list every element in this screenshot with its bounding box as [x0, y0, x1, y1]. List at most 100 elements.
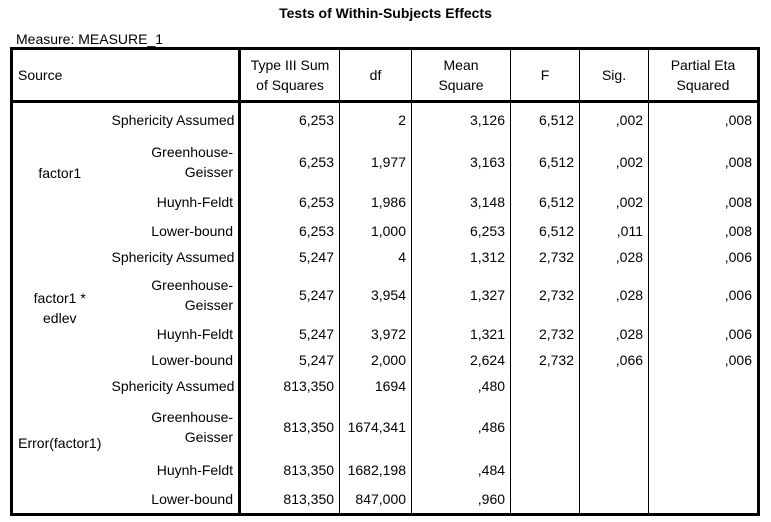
- table-row: Huynh-Feldt 6,253 1,986 3,148 6,512 ,002…: [12, 185, 759, 218]
- cell-sig: [579, 398, 649, 455]
- header-mean-square: Mean Square: [411, 48, 511, 103]
- table-row: factor1 * edlev Sphericity Assumed 5,247 …: [12, 243, 759, 326]
- cell-df: 2: [339, 101, 412, 138]
- header-ss-line2: of Squares: [256, 77, 324, 93]
- correction-line1: Greenhouse-: [151, 408, 234, 425]
- correction-label: Lower-bound: [151, 351, 234, 368]
- source-error-factor1: Error(factor1): [18, 434, 102, 451]
- correction-line2: Geisser: [184, 163, 234, 180]
- cell-sig: [579, 454, 649, 485]
- cell-ss: 6,253: [238, 101, 340, 138]
- table-row: Error(factor1) Sphericity Assumed 813,35…: [12, 372, 759, 451]
- cell-eta: [648, 372, 759, 399]
- table-row: Lower-bound 5,247 2,000 2,624 2,732 ,066…: [12, 346, 759, 373]
- table-row: Huynh-Feldt 813,350 1682,198 ,484: [12, 454, 759, 485]
- correction-label: Greenhouse- Geisser: [107, 270, 240, 321]
- cell-df: 4: [339, 243, 412, 270]
- cell-ss: 5,247: [238, 320, 340, 347]
- table-row: Lower-bound 813,350 847,000 ,960: [12, 484, 759, 515]
- cell-f: 2,732: [510, 346, 580, 373]
- correction-label: Greenhouse- Geisser: [107, 399, 240, 455]
- cell-f: 6,512: [510, 101, 580, 138]
- cell-f: 6,512: [510, 137, 580, 186]
- cell-eta: ,008: [648, 137, 759, 186]
- correction-label: Lower-bound: [151, 490, 234, 507]
- cell-eta: ,006: [648, 269, 759, 321]
- cell-ms: 1,327: [411, 269, 511, 321]
- cell-ss: 6,253: [238, 217, 340, 244]
- correction-label: Lower-bound: [151, 222, 234, 239]
- cell-df: 847,000: [339, 484, 412, 515]
- cell-ss: 5,247: [238, 243, 340, 270]
- header-row: Source Type III Sum of Squares df Mean Squ…: [11, 48, 759, 103]
- correction-label: Sphericity Assumed: [111, 377, 235, 394]
- table-row: Greenhouse- Geisser 5,247 3,954 1,327 2,7…: [12, 269, 759, 321]
- cell-eta: [648, 454, 759, 485]
- cell-f: 6,512: [510, 217, 580, 244]
- cell-eta: [648, 398, 759, 455]
- table-row: Greenhouse- Geisser 813,350 1674,341 ,486: [12, 398, 759, 455]
- cell-sig: ,028: [579, 269, 649, 321]
- table-row: Lower-bound 6,253 1,000 6,253 6,512 ,011…: [12, 217, 759, 244]
- cell-eta: ,006: [648, 346, 759, 373]
- correction-label: Huynh-Feldt: [156, 461, 234, 478]
- cell-sig: [579, 372, 649, 399]
- cell-ss: 6,253: [238, 185, 340, 218]
- cell-df: 1,986: [339, 185, 412, 218]
- cell-df: 3,972: [339, 320, 412, 347]
- correction-label: Sphericity Assumed: [111, 112, 235, 129]
- source-line1: factor1 *: [33, 290, 86, 306]
- cell-df: 1,000: [339, 217, 412, 244]
- cell-ss: 813,350: [238, 372, 340, 399]
- cell-df: 3,954: [339, 269, 412, 321]
- header-f: F: [510, 48, 580, 103]
- source-factor1: factor1: [38, 165, 82, 182]
- header-type-iii-ss: Type III Sum of Squares: [238, 48, 340, 103]
- cell-f: 2,732: [510, 243, 580, 270]
- table-row: Greenhouse- Geisser 6,253 1,977 3,163 6,5…: [12, 137, 759, 186]
- cell-f: [510, 484, 580, 515]
- within-subjects-effects-table: Source Type III Sum of Squares df Mean Squ…: [10, 47, 760, 516]
- cell-ss: 813,350: [238, 398, 340, 455]
- cell-ss: 5,247: [238, 346, 340, 373]
- header-sig: Sig.: [579, 48, 649, 103]
- correction-line1: Greenhouse-: [151, 143, 234, 160]
- cell-ss: 6,253: [238, 137, 340, 186]
- cell-ms: 1,312: [411, 243, 511, 270]
- cell-sig: [579, 484, 649, 515]
- cell-ss: 5,247: [238, 269, 340, 321]
- cell-sig: ,002: [579, 101, 649, 138]
- source-factor1-edlev: factor1 * edlev: [12, 244, 107, 373]
- cell-ms: ,484: [411, 454, 511, 485]
- cell-ms: 3,148: [411, 185, 511, 218]
- cell-sig: ,002: [579, 185, 649, 218]
- cell-df: 1,977: [339, 137, 412, 186]
- table-title: Tests of Within-Subjects Effects: [279, 5, 492, 21]
- correction-label: Greenhouse- Geisser: [107, 138, 240, 186]
- header-ms-line1: Mean: [443, 57, 479, 73]
- cell-f: 2,732: [510, 320, 580, 347]
- correction-line2: Geisser: [184, 297, 234, 313]
- cell-eta: ,008: [648, 217, 759, 244]
- correction-line1: Greenhouse-: [151, 277, 234, 293]
- correction-label: Huynh-Feldt: [156, 325, 234, 342]
- cell-sig: ,002: [579, 137, 649, 186]
- cell-ms: ,960: [411, 484, 511, 515]
- correction-line2: Geisser: [184, 428, 234, 445]
- cell-f: [510, 454, 580, 485]
- cell-f: 2,732: [510, 269, 580, 321]
- cell-ms: 1,321: [411, 320, 511, 347]
- cell-f: 6,512: [510, 185, 580, 218]
- header-ms-line2: Square: [438, 77, 484, 93]
- cell-sig: ,066: [579, 346, 649, 373]
- cell-eta: ,006: [648, 243, 759, 270]
- cell-df: 1674,341: [339, 398, 412, 455]
- header-eta-line2: Squared: [676, 77, 730, 93]
- cell-ms: 6,253: [411, 217, 511, 244]
- cell-f: [510, 398, 580, 455]
- measure-label: Measure: MEASURE_1: [16, 31, 164, 47]
- cell-sig: ,011: [579, 217, 649, 244]
- cell-eta: ,006: [648, 320, 759, 347]
- correction-label: Huynh-Feldt: [156, 193, 234, 210]
- cell-df: 1694: [339, 372, 412, 399]
